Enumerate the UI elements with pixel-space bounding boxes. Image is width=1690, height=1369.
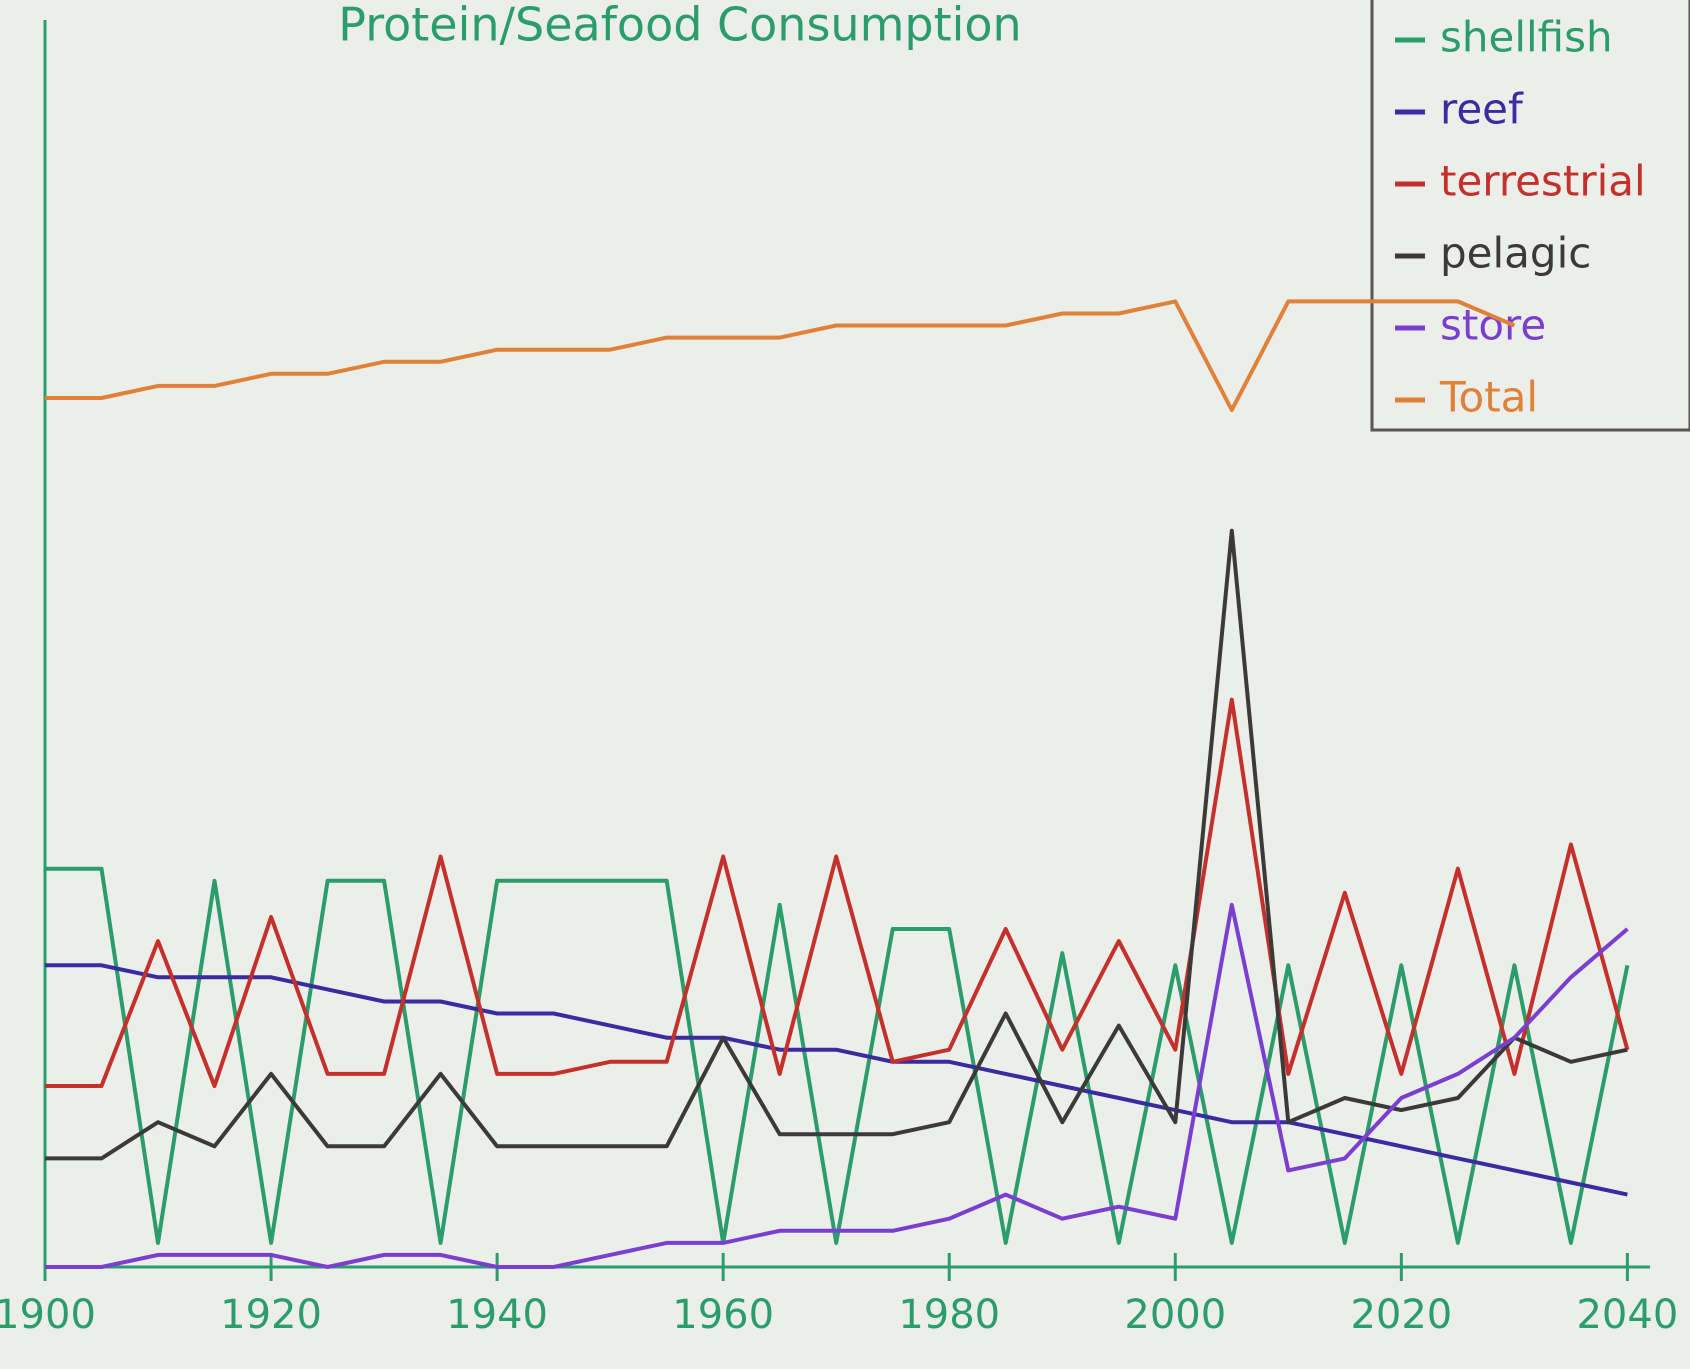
legend-label: reef [1440,85,1524,134]
page: {"chart_data": {"type": "line", "title":… [0,0,1690,1369]
legend-label: Total [1439,373,1538,422]
series-line [45,869,1627,1243]
x-tick-label: 1940 [446,1292,548,1338]
chart-title: Protein/Seafood Consumption [338,0,1021,52]
series-line [45,301,1514,410]
x-tick-label: 1900 [0,1292,96,1338]
x-tick-label: 1920 [220,1292,322,1338]
legend-label: shellfish [1440,13,1613,62]
legend-label: pelagic [1440,229,1591,278]
legend-label: store [1440,301,1546,350]
x-tick-label: 2000 [1124,1292,1226,1338]
chart: Protein/Seafood Consumption 1900 1920 1940… [0,0,1690,1369]
x-tick-label: 2040 [1576,1292,1678,1338]
legend-box [1372,0,1690,430]
x-tick-label: 2020 [1350,1292,1452,1338]
series-line [45,531,1627,1159]
legend-label: terrestrial [1440,157,1646,206]
x-tick-label: 1960 [672,1292,774,1338]
x-tick-label: 1980 [898,1292,1000,1338]
